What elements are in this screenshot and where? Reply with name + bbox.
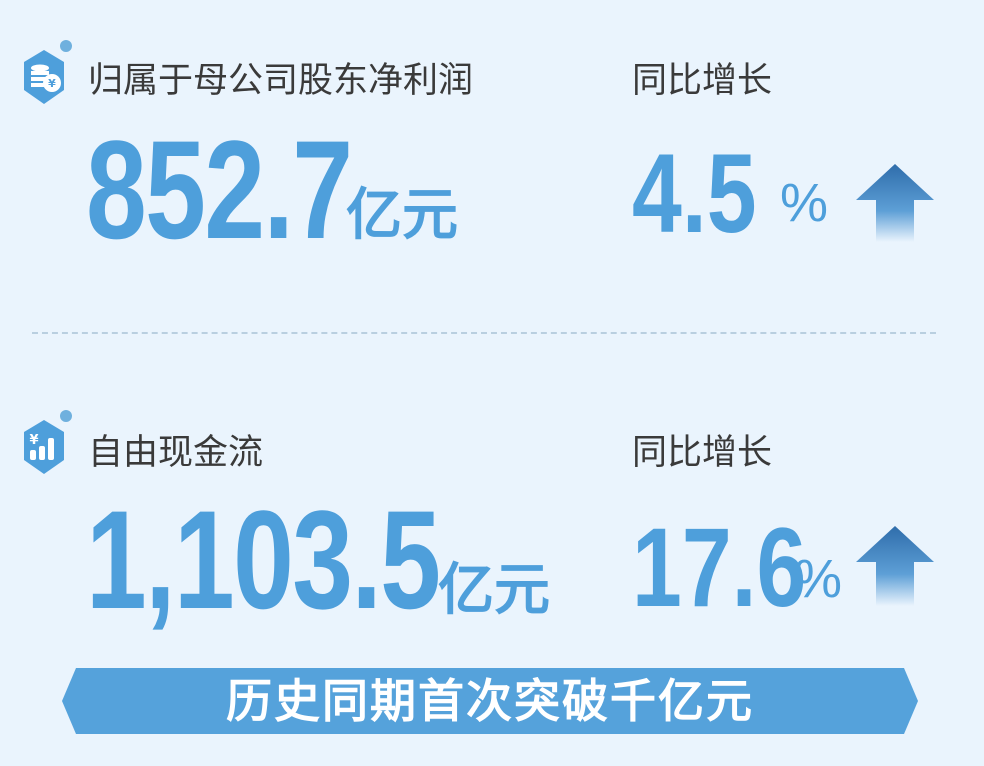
growth-unit: % (794, 549, 843, 609)
divider (32, 332, 936, 334)
metric-unit: 亿元 (346, 183, 458, 248)
metric-value: 852.7 (86, 111, 353, 268)
coins-yuan-icon: ¥ (24, 40, 72, 104)
growth-value: 17.6 (632, 505, 807, 630)
banner-background (62, 668, 918, 734)
metric-value: 1,103.5 (86, 481, 441, 638)
svg-text:¥: ¥ (48, 77, 56, 90)
arrow-up-icon (856, 164, 934, 242)
growth-label: 同比增长 (632, 61, 773, 101)
yuan-bar-chart-icon: ¥ (24, 410, 72, 474)
metric-label: 自由现金流 (88, 433, 264, 473)
svg-text:¥: ¥ (29, 433, 38, 448)
banner-text: 历史同期首次突破千亿元 (226, 674, 754, 728)
metric-label: 归属于母公司股东净利润 (88, 61, 474, 101)
growth-unit: % (780, 173, 829, 233)
metric-unit: 亿元 (438, 558, 550, 623)
arrow-up-icon (856, 526, 934, 606)
growth-value: 4.5 (632, 131, 757, 256)
growth-label: 同比增长 (632, 433, 773, 473)
